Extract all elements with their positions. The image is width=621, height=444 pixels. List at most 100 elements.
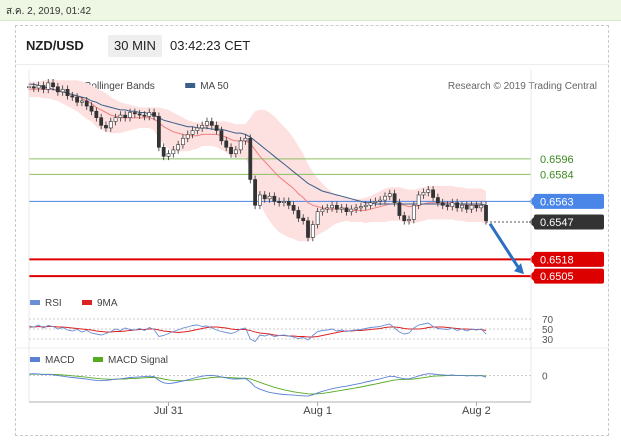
candle-body [51, 82, 55, 88]
level-label: 0.6518 [540, 254, 574, 266]
candle-body [460, 204, 464, 209]
candle-body [65, 89, 70, 97]
legend-label: MACD [45, 355, 74, 366]
candle-body [99, 117, 104, 126]
candle-body [205, 121, 209, 126]
candle-body [315, 211, 320, 225]
candle-body [479, 204, 484, 209]
candle-body [55, 86, 60, 93]
rsi-line [28, 322, 487, 343]
candle-body [397, 202, 402, 216]
level-tag [534, 193, 604, 209]
level-tag [534, 251, 604, 267]
candle-body [455, 202, 460, 209]
candle-body [262, 194, 267, 200]
candle-body [253, 179, 257, 206]
candle-body [325, 207, 330, 210]
candle-body [310, 224, 315, 238]
candle-body [248, 137, 253, 180]
header-divider [16, 64, 608, 65]
candle-body [200, 125, 205, 129]
candle-body [233, 149, 238, 155]
candle-body [359, 206, 363, 209]
candle-body [416, 194, 421, 206]
legend-swatch [30, 300, 40, 305]
candle-body [132, 112, 137, 115]
instrument-label: NZD/USD [26, 38, 84, 53]
candle-body [339, 207, 344, 210]
candle-body [209, 121, 214, 126]
candle-body [306, 220, 310, 238]
candle-body [431, 189, 435, 198]
bollinger-band [29, 79, 486, 242]
candle-body [238, 140, 243, 151]
level-label: 0.6547 [540, 217, 574, 229]
timeframe-badge: 30 MIN [108, 35, 162, 57]
candle-body [258, 194, 262, 206]
candle-body [349, 208, 354, 213]
candle-body [104, 125, 108, 129]
candle-body [75, 96, 80, 103]
candle-body [152, 112, 156, 117]
candle-body [219, 130, 224, 142]
candle-body [36, 85, 41, 89]
candle-body [426, 189, 431, 193]
credit-text: Research © 2019 Trading Central [448, 81, 597, 92]
candle-body [70, 95, 75, 98]
level-label: 0.6596 [540, 154, 574, 166]
candle-body [354, 207, 359, 210]
level-label: 0.6563 [540, 196, 574, 208]
candle-body [46, 82, 51, 90]
candle-body [272, 195, 277, 202]
legend-swatch [82, 300, 92, 305]
candle-body [267, 195, 272, 200]
candle-body [142, 114, 147, 117]
candle-body [392, 193, 397, 203]
candle-body [469, 204, 474, 210]
candle-body [166, 153, 171, 157]
legend-label: MA 50 [200, 81, 229, 92]
candle-body [176, 144, 181, 151]
chart-header: NZD/USD 30 MIN 03:42:23 CET [16, 26, 608, 64]
candle-body [282, 201, 286, 203]
candle-body [383, 195, 387, 201]
rsi-tick-label: 50 [542, 325, 554, 336]
candle-body [156, 116, 161, 148]
candle-body [147, 112, 152, 117]
time-axis: Jul 31 Aug 1 Aug 2 [28, 70, 532, 417]
candle-body [474, 204, 479, 209]
candle-body [484, 204, 488, 222]
rsi-tick-label: 70 [542, 315, 554, 326]
clock-label: 03:42:23 CET [170, 38, 251, 53]
ma50-line [29, 83, 487, 206]
candle-body [137, 113, 142, 116]
candle-body [421, 192, 426, 196]
chart-canvas: MA 20 + Bollinger Bands MA 50 Research © 2… [16, 70, 608, 417]
candle-body [195, 127, 200, 131]
macd-panel: MACD MACD Signal 0 [28, 355, 548, 397]
candle-body [407, 219, 411, 222]
level-tag-pointer [529, 217, 534, 228]
candle-body [277, 201, 282, 203]
candle-body [118, 114, 123, 118]
candle-body [224, 140, 229, 148]
candle-body [445, 204, 450, 207]
candle-body [171, 149, 176, 155]
candle-body [161, 146, 166, 157]
candle-body [31, 86, 36, 89]
candle-body [373, 201, 378, 203]
candle-body [128, 112, 132, 118]
candle-body [435, 197, 440, 203]
candle-body [296, 210, 301, 219]
timestamp-bar: ส.ค. 2, 2019, 01:42 [0, 0, 621, 21]
time-tick-label: Jul 31 [154, 405, 183, 417]
candle-body [214, 125, 219, 131]
candle-body [185, 134, 190, 139]
macd-signal-line [28, 373, 487, 395]
candle-body [181, 137, 185, 146]
candle-body [80, 100, 84, 103]
forecast-arrow-head [514, 263, 524, 275]
chart-card: NZD/USD 30 MIN 03:42:23 CET MA 20 + Boll… [15, 25, 609, 436]
time-tick-label: Aug 1 [303, 405, 332, 417]
legend-swatch [93, 357, 103, 362]
